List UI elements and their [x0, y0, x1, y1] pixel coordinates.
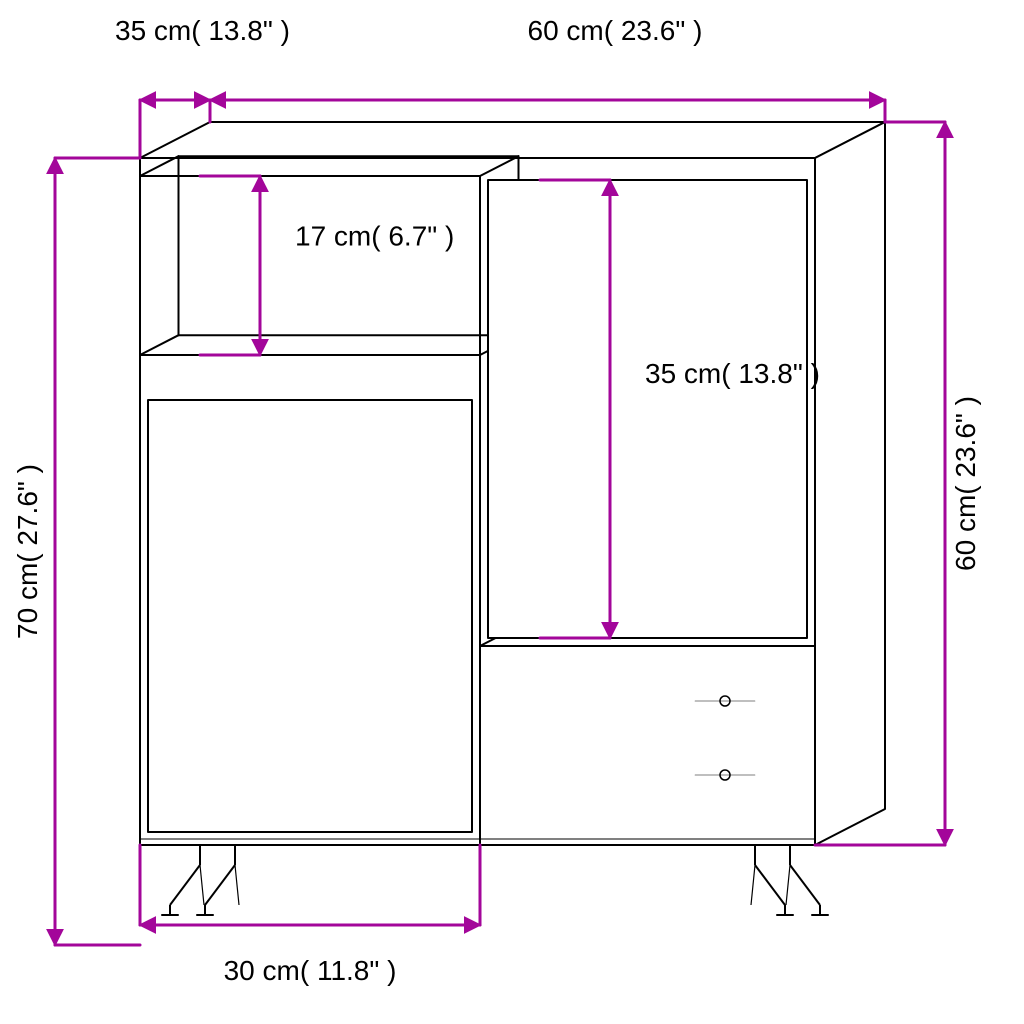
- dim-label-width-top: 60 cm( 23.6" ): [528, 15, 703, 46]
- dim-label-half-w: 30 cm( 11.8" ): [224, 955, 397, 986]
- dim-label-body-h: 60 cm( 23.6" ): [950, 396, 981, 571]
- dim-label-total-h: 70 cm( 27.6" ): [12, 464, 43, 639]
- dim-label-door-right-h: 35 cm( 13.8" ): [645, 358, 820, 389]
- dim-label-shelf-left-h: 17 cm( 6.7" ): [295, 221, 454, 252]
- dim-label-depth: 35 cm( 13.8" ): [115, 15, 290, 46]
